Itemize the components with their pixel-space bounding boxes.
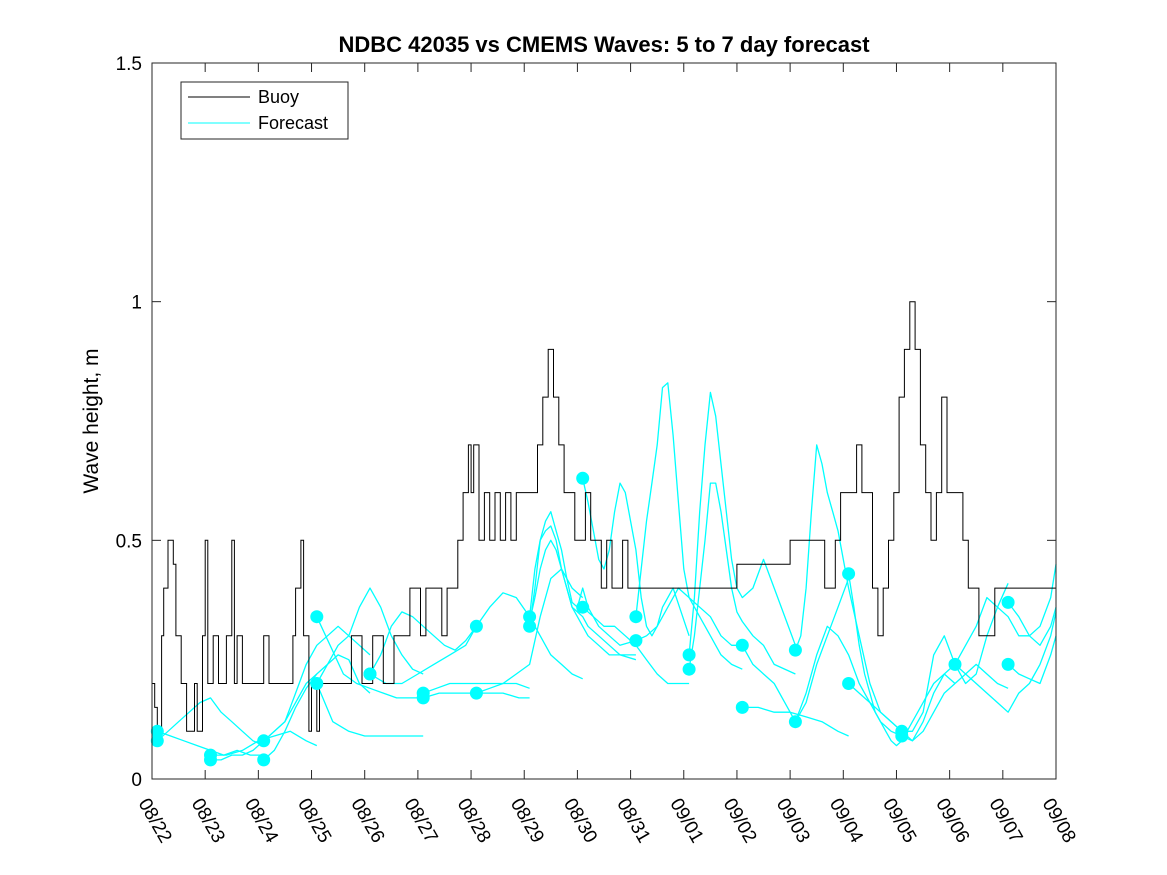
y-tick-label: 0.5 bbox=[116, 531, 142, 552]
forecast-line-33 bbox=[954, 611, 1057, 713]
y-tick-label: 1 bbox=[131, 293, 142, 314]
forecast-start-marker bbox=[363, 667, 377, 681]
forecast-line-31 bbox=[901, 663, 1009, 742]
buoy-layer bbox=[152, 301, 1056, 732]
forecast-line-17 bbox=[528, 539, 637, 661]
forecast-line-21 bbox=[635, 587, 743, 670]
forecast-line-27 bbox=[794, 625, 903, 737]
forecast-start-marker bbox=[150, 734, 164, 748]
y-tick-label: 0 bbox=[131, 770, 142, 791]
forecast-line-32 bbox=[954, 564, 1057, 665]
forecast-start-marker bbox=[469, 619, 483, 633]
forecast-line-1 bbox=[156, 697, 264, 747]
forecast-line-7 bbox=[316, 587, 424, 684]
forecast-start-marker bbox=[416, 691, 430, 705]
forecast-start-marker bbox=[682, 648, 696, 662]
forecast-start-marker bbox=[842, 567, 856, 581]
forecast-start-marker bbox=[523, 619, 537, 633]
plot-area bbox=[152, 63, 1056, 779]
axes-box bbox=[151, 62, 1057, 780]
forecast-start-marker bbox=[788, 643, 802, 657]
forecast-line-15 bbox=[528, 511, 637, 646]
forecast-start-marker bbox=[576, 600, 590, 614]
forecast-start-marker bbox=[1001, 657, 1015, 671]
forecast-line-8 bbox=[316, 683, 424, 737]
axes-background bbox=[152, 63, 1056, 779]
forecast-line-20 bbox=[635, 382, 743, 646]
forecast-start-marker bbox=[310, 677, 324, 690]
forecast-start-marker bbox=[842, 677, 856, 690]
y-tick-label: 1.5 bbox=[116, 54, 142, 75]
legend-buoy-label: Buoy bbox=[258, 87, 299, 107]
forecast-line-18 bbox=[582, 478, 690, 637]
forecast-start-marker bbox=[895, 729, 909, 743]
forecast-start-marker bbox=[788, 715, 802, 729]
forecast-start-marker bbox=[150, 724, 164, 738]
forecast-start-marker bbox=[257, 734, 271, 748]
forecast-line-5 bbox=[263, 625, 371, 742]
forecast-start-marker bbox=[948, 657, 962, 671]
forecast-start-marker bbox=[682, 662, 696, 676]
legend: Buoy Forecast bbox=[180, 81, 349, 140]
forecast-line-9 bbox=[369, 611, 477, 675]
forecast-start-marker bbox=[523, 610, 537, 624]
forecast-start-marker bbox=[629, 610, 643, 624]
buoy-line bbox=[152, 301, 1056, 732]
forecast-start-marker bbox=[469, 686, 483, 700]
forecast-line-34 bbox=[1007, 602, 1057, 646]
forecast-start-marker bbox=[257, 753, 271, 767]
forecast-start-marker bbox=[310, 610, 324, 624]
forecast-start-marker bbox=[735, 700, 749, 714]
forecast-start-marker bbox=[204, 753, 217, 767]
forecast-start-marker bbox=[1001, 595, 1015, 609]
forecast-line-11 bbox=[422, 682, 530, 694]
forecast-line-28 bbox=[847, 573, 956, 747]
forecast-start-marker bbox=[735, 638, 749, 652]
forecast-line-35 bbox=[1007, 635, 1057, 685]
forecast-line-23 bbox=[688, 482, 796, 675]
legend-box bbox=[180, 81, 349, 140]
legend-forecast-label: Forecast bbox=[258, 113, 328, 133]
chart-title: NDBC 42035 vs CMEMS Waves: 5 to 7 day fo… bbox=[338, 32, 870, 57]
marker-layer bbox=[150, 471, 1015, 767]
y-axis-label: Wave height, m bbox=[80, 348, 103, 493]
forecast-start-marker bbox=[576, 471, 590, 485]
forecast-line-6 bbox=[316, 616, 424, 699]
forecast-line-22 bbox=[688, 391, 797, 655]
forecast-line-26 bbox=[794, 444, 903, 732]
ticks-layer bbox=[151, 62, 1057, 780]
forecast-line-4 bbox=[263, 654, 371, 761]
y-tick-labels: 0 0.5 1 1.5 bbox=[116, 54, 142, 791]
forecast-start-marker bbox=[629, 634, 643, 648]
forecast-layer bbox=[156, 382, 1057, 761]
